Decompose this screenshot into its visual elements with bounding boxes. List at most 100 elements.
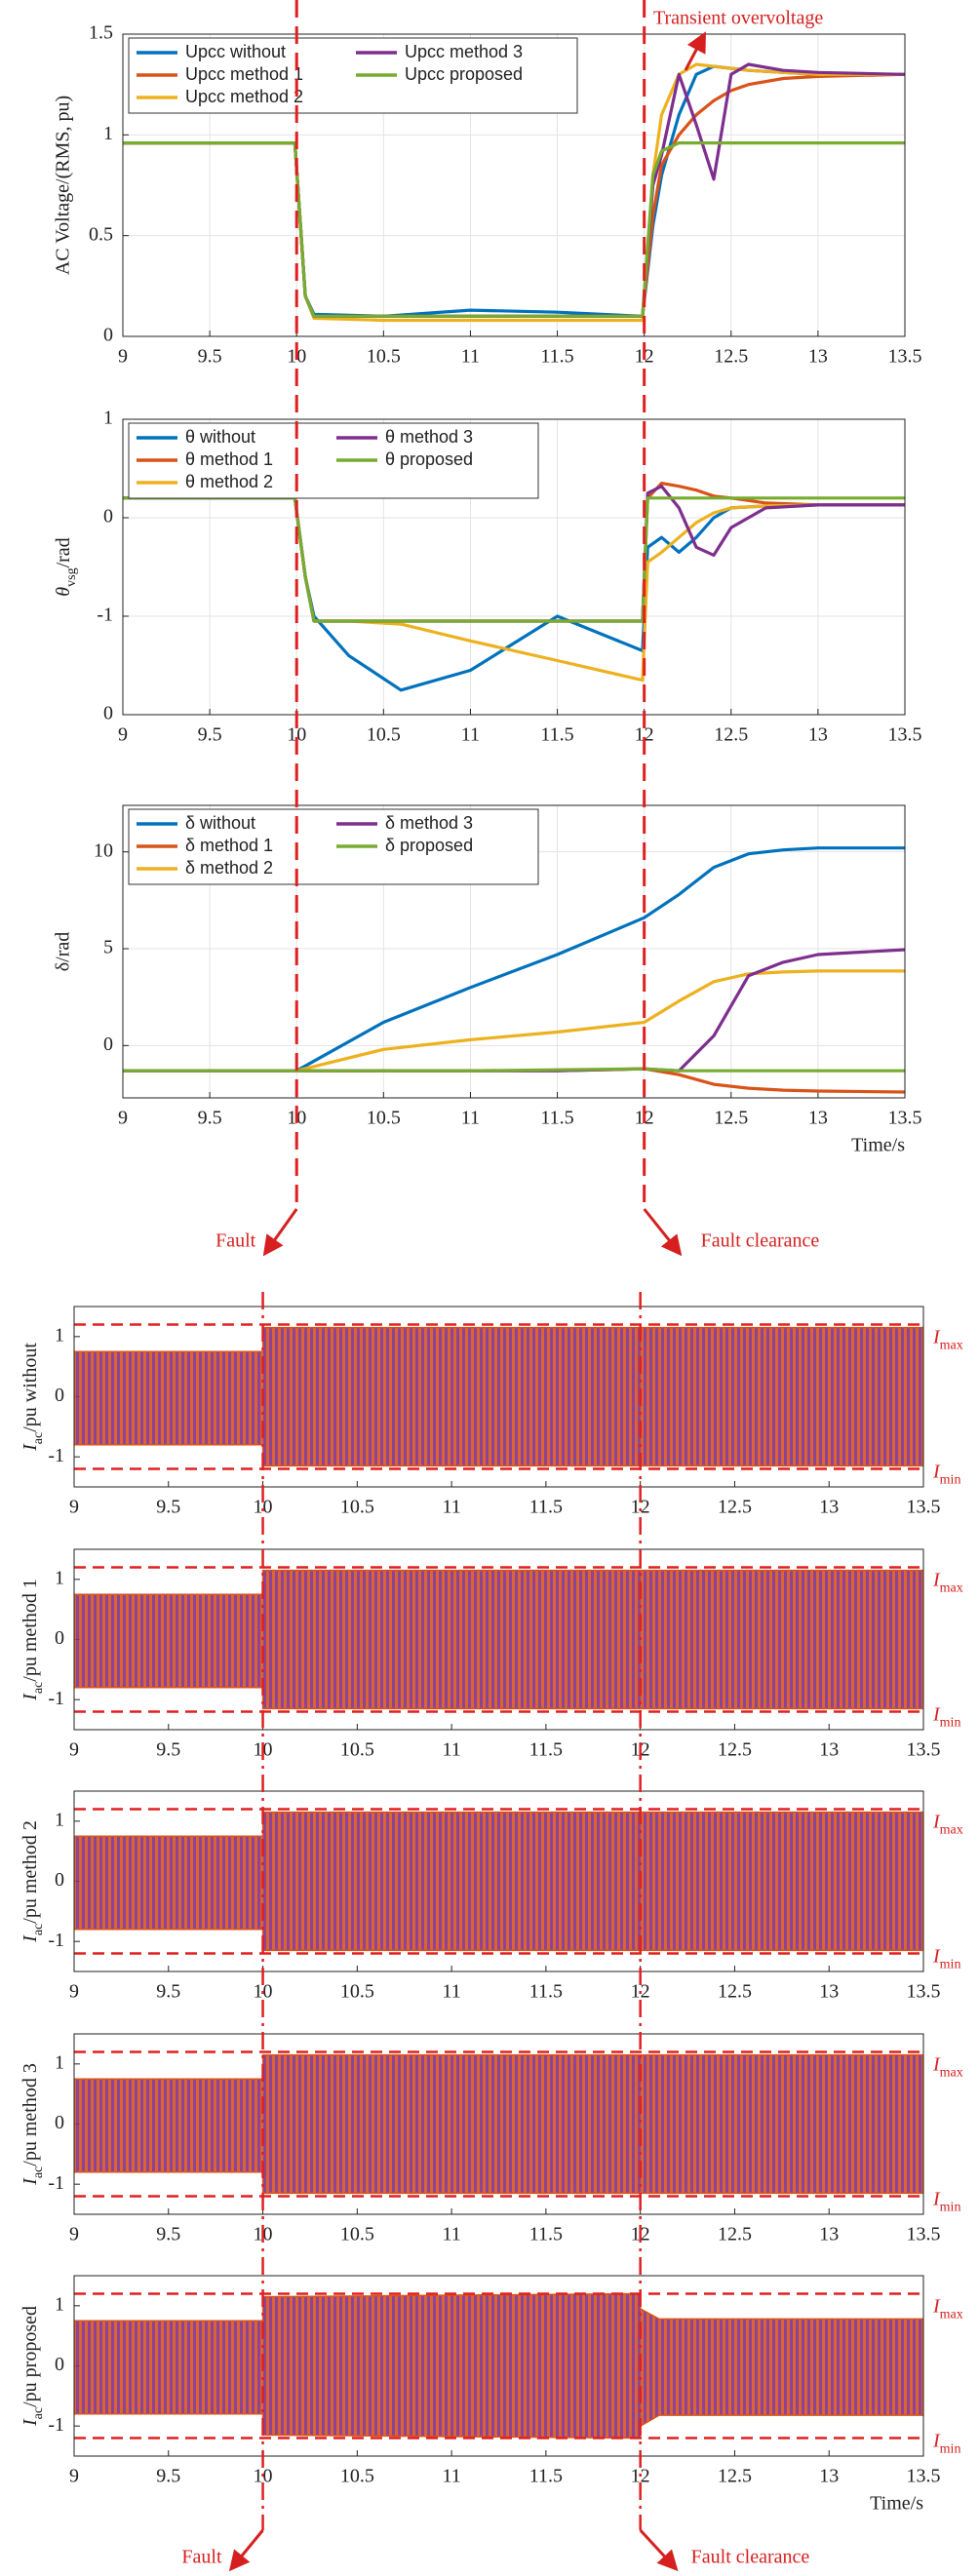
x-tick-label: 11.5 (540, 724, 573, 746)
legend-box (128, 808, 539, 885)
x-tick-label: 13 (808, 1108, 828, 1129)
x-tick-label: 9.5 (198, 346, 222, 368)
annotation: Fault (215, 1230, 256, 1252)
x-tick-label: 9.5 (156, 2466, 180, 2487)
x-tick-label: 13.5 (888, 346, 922, 368)
current-band (74, 2293, 923, 2439)
x-tick-label: 12.5 (718, 1739, 752, 1761)
y-tick-label: 5 (103, 937, 113, 958)
y-tick-label: -1 (48, 2172, 64, 2194)
y-tick-label: 0.5 (89, 223, 113, 245)
x-tick-label: 11.5 (529, 2466, 563, 2487)
series-line (123, 969, 905, 1073)
y-tick-label: 1 (55, 2293, 64, 2315)
x-tick-label: 9 (118, 346, 128, 368)
x-tick-label: 13 (819, 1981, 839, 2003)
x-tick-label: 9.5 (198, 1108, 222, 1129)
y-axis-label-part: ac (31, 1924, 46, 1935)
current-band (74, 1570, 923, 1709)
limit-label-part: min (940, 2200, 961, 2214)
limit-label-part: I (932, 1326, 941, 1347)
x-tick-label: 13 (819, 2466, 839, 2487)
x-tick-label: 13 (819, 2224, 839, 2245)
x-tick-label: 12 (635, 724, 654, 746)
legend-label: θ proposed (385, 449, 473, 469)
y-axis-label-part: I (20, 2177, 41, 2186)
y-tick-label: 0 (103, 703, 113, 724)
series-line (123, 1067, 905, 1073)
limit-label: Imin (932, 2188, 960, 2214)
current-band (74, 2054, 923, 2194)
limit-label-part: I (932, 2188, 941, 2209)
y-axis-label-part: I (20, 1693, 41, 1701)
legend-label: Upcc method 3 (405, 42, 523, 61)
y-axis-label-part: vsg (64, 567, 79, 586)
x-tick-label: 12.5 (714, 1108, 748, 1129)
legend: Upcc without Upcc method 1 Upcc method 2 Up… (128, 37, 578, 114)
x-tick-label: 12.5 (714, 346, 748, 368)
y-tick-label: 1 (55, 1567, 64, 1588)
series-line (123, 846, 905, 1073)
limit-label-part: min (940, 1957, 961, 1971)
annotation-arrow (684, 31, 706, 71)
axes-frame (73, 1548, 924, 1731)
limit-label-part: min (940, 2441, 961, 2456)
legend-label: δ without (185, 813, 255, 833)
y-axis-label: AC Voltage/(RMS, pu) (53, 96, 74, 275)
x-tick-label: 9.5 (156, 1497, 180, 1518)
limit-label-part: min (940, 1472, 961, 1487)
y-axis-label: Iac/pu without (20, 1343, 46, 1452)
annotation-arrow (639, 2528, 679, 2572)
y-axis-label-part: ac (31, 1682, 46, 1694)
x-tick-label: 12.5 (718, 2224, 752, 2245)
annotation-arrow (228, 2529, 264, 2572)
annotation-arrow (643, 1208, 683, 1257)
limit-label-part: max (940, 2065, 963, 2080)
y-axis-label: δ/rad (53, 932, 74, 972)
y-axis-label-part: I (20, 1443, 41, 1452)
x-tick-label: 10.5 (340, 2224, 374, 2245)
x-tick-label: 11 (442, 2224, 460, 2245)
x-tick-label: 11.5 (540, 1108, 573, 1129)
current-band (74, 1812, 923, 1951)
limit-label-part: I (932, 2053, 941, 2075)
legend-label: δ method 2 (185, 858, 273, 878)
x-tick-label: 13.5 (907, 1981, 941, 2003)
x-tick-label: 9.5 (156, 1981, 180, 2003)
x-tick-label: 11.5 (529, 1497, 563, 1518)
y-tick-label: 0 (55, 1869, 64, 1891)
legend-label: δ method 1 (185, 836, 273, 855)
y-axis-label-part: /pu method 3 (20, 2063, 41, 2166)
x-tick-label: 11 (442, 1497, 460, 1518)
x-tick-label: 9 (118, 724, 128, 746)
limit-label: Imax (932, 1326, 963, 1352)
axes-frame (73, 2275, 924, 2457)
x-tick-label: 10 (287, 724, 306, 746)
x-tick-label: 10.5 (340, 1981, 374, 2003)
limit-label: Imax (932, 2053, 963, 2080)
x-tick-label: 11.5 (529, 1981, 563, 2003)
legend-box (128, 37, 578, 114)
y-axis-label-part: /pu without (20, 1343, 41, 1432)
legend-label: Upcc method 1 (185, 64, 303, 84)
y-axis-label: Iac/pu method 1 (20, 1579, 46, 1701)
y-tick-label: 1 (55, 2051, 64, 2073)
x-tick-label: 10.5 (340, 1739, 374, 1761)
y-tick-label: 0 (55, 2354, 64, 2375)
y-axis-label: Iac/pu method 3 (20, 2063, 46, 2186)
current-band (74, 1327, 923, 1466)
y-axis-label-part: /rad (53, 537, 74, 567)
limit-label: Imin (932, 1945, 960, 1971)
limit-label: Imax (932, 1569, 963, 1595)
limit-label-part: I (932, 1461, 941, 1482)
limit-label-part: I (932, 2295, 941, 2317)
x-tick-label: 9.5 (198, 724, 222, 746)
x-tick-label: 9 (69, 1739, 79, 1761)
x-tick-label: 11.5 (529, 2224, 563, 2245)
y-tick-label: -1 (48, 1688, 64, 1709)
legend-label: θ without (185, 427, 255, 447)
y-axis-label-part: /pu proposed (20, 2306, 41, 2407)
x-axis-label: Time/s (851, 1135, 905, 1156)
limit-label-part: I (932, 1569, 941, 1590)
x-tick-label: 13.5 (907, 1497, 941, 1518)
